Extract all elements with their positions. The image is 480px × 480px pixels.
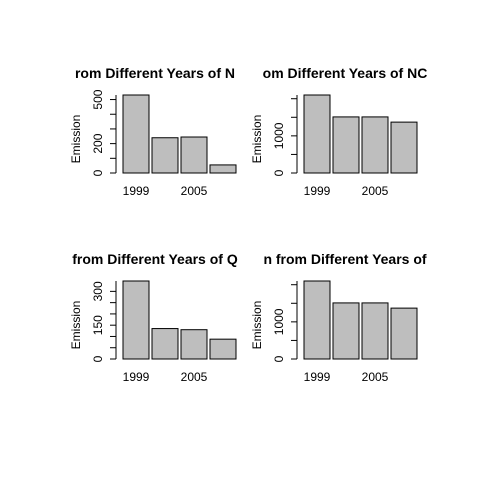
- y-tick-label: 1000: [272, 308, 286, 335]
- bar-2005: [361, 116, 389, 174]
- chart-panel-top-right: om Different Years of NC 1999 2005 0 1000 Emi…: [250, 65, 427, 198]
- y-tick-label: 0: [91, 355, 105, 362]
- x-tick-label: 1999: [123, 184, 150, 198]
- x-tick-label: 1999: [304, 370, 331, 384]
- x-tick-label: 2005: [362, 184, 389, 198]
- y-tick-label: 300: [91, 281, 105, 301]
- bar-1999: [303, 280, 331, 360]
- chart-panel-top-left: rom Different Years of N 1999 2005 0 200 500 E…: [69, 65, 237, 198]
- bar-2008: [390, 307, 418, 360]
- bar-2008: [209, 164, 237, 174]
- bar-2005: [361, 302, 389, 360]
- bar-2002: [332, 116, 360, 174]
- y-axis-label: Emission: [69, 115, 83, 164]
- y-tick-label: 0: [272, 355, 286, 362]
- y-tick-label: 500: [91, 89, 105, 109]
- y-axis-label: Emission: [69, 301, 83, 350]
- bar-1999: [303, 94, 331, 174]
- chart-panel-bottom-left: from Different Years of Q 1999 2005 0 150 300…: [69, 251, 238, 384]
- y-tick-label: 150: [91, 315, 105, 335]
- y-tick-label: 0: [272, 169, 286, 176]
- chart-title: rom Different Years of N: [75, 65, 235, 81]
- chart-title: from Different Years of Q: [72, 251, 238, 267]
- x-tick-label: 1999: [304, 184, 331, 198]
- y-tick-label: 200: [91, 133, 105, 153]
- x-tick-label: 2005: [181, 370, 208, 384]
- y-tick-label: 1000: [272, 122, 286, 149]
- chart-panel-bottom-right: n from Different Years of 1999 2005 0 1000 Em…: [250, 251, 427, 384]
- bar-1999: [122, 280, 150, 360]
- x-tick-label: 1999: [123, 370, 150, 384]
- bar-1999: [122, 94, 150, 174]
- chart-title: om Different Years of NC: [263, 65, 428, 81]
- y-tick-label: 0: [91, 169, 105, 176]
- chart-title: n from Different Years of: [263, 251, 426, 267]
- bar-2008: [209, 338, 237, 360]
- bar-2002: [151, 328, 179, 360]
- bar-2005: [180, 136, 208, 174]
- bar-2005: [180, 329, 208, 360]
- y-axis-label: Emission: [250, 301, 264, 350]
- x-tick-label: 2005: [362, 370, 389, 384]
- bar-2008: [390, 121, 418, 174]
- bar-2002: [332, 302, 360, 360]
- bar-2002: [151, 137, 179, 174]
- x-tick-label: 2005: [181, 184, 208, 198]
- y-axis-label: Emission: [250, 115, 264, 164]
